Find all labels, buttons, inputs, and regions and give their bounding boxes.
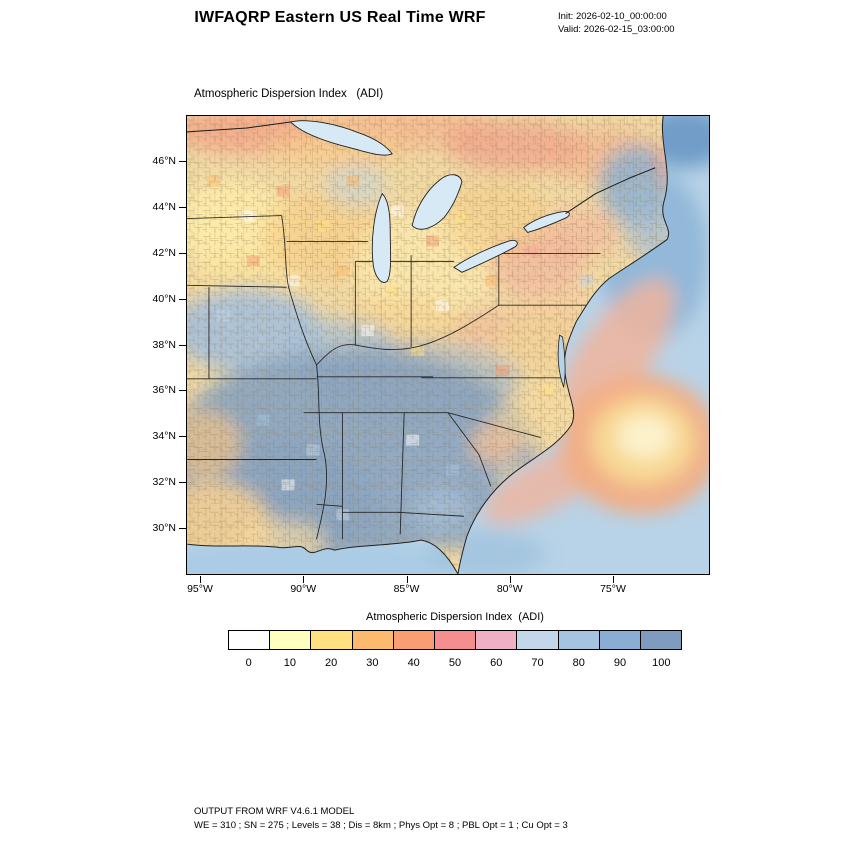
- y-axis-tick: [179, 482, 186, 484]
- colorbar-cell: [270, 630, 312, 650]
- adi-map: [187, 116, 709, 574]
- colorbar-tick-label: 90: [613, 657, 627, 669]
- x-axis-tick-label: 80°W: [496, 583, 523, 595]
- colorbar-tick-label: 70: [531, 657, 544, 669]
- y-axis-tick: [179, 344, 186, 346]
- colorbar-tick-label: 100: [652, 657, 671, 669]
- colorbar-cell: [476, 630, 518, 650]
- adi-field-ocean: [187, 116, 709, 574]
- model-footer: OUTPUT FROM WRF V4.6.1 MODEL WE = 310 ; …: [194, 805, 568, 832]
- x-axis-tick-label: 90°W: [290, 583, 317, 595]
- plot-title: Atmospheric Dispersion Index (ADI): [194, 88, 384, 100]
- y-axis-tick: [179, 206, 186, 208]
- x-axis-tick: [509, 576, 511, 583]
- y-axis-tick: [179, 252, 186, 254]
- chesapeake-bay: [557, 334, 566, 389]
- x-axis-tick: [613, 576, 614, 583]
- colorbar: [228, 630, 683, 650]
- colorbar-cell: [558, 630, 600, 650]
- y-axis-tick: [179, 298, 186, 300]
- y-axis-tick-label: 30°N: [152, 522, 176, 534]
- y-axis-tick-label: 34°N: [152, 430, 176, 443]
- colorbar-tick-label: 0: [245, 657, 252, 669]
- y-axis-tick-label: 44°N: [152, 200, 176, 213]
- international-border: [187, 121, 656, 214]
- x-axis-tick: [406, 576, 408, 583]
- y-axis-tick-label: 46°N: [152, 155, 176, 167]
- colorbar-cell: [352, 630, 394, 650]
- y-axis-tick: [179, 528, 186, 529]
- run-times: Init: 2026-02-10_00:00:00 Valid: 2026-02…: [558, 10, 675, 36]
- footer-line-2: WE = 310 ; SN = 275 ; Levels = 38 ; Dis …: [194, 819, 568, 831]
- map-plot: [186, 115, 710, 575]
- colorbar-tick-label: 10: [283, 657, 297, 669]
- colorbar-cell: [228, 630, 271, 650]
- y-axis-tick: [179, 390, 186, 392]
- state-boundaries: [187, 215, 601, 540]
- y-axis-tick-label: 38°N: [152, 338, 176, 351]
- x-axis-tick: [200, 576, 201, 583]
- colorbar-tick-label: 40: [407, 657, 420, 669]
- y-axis-tick-label: 32°N: [152, 476, 176, 489]
- great-lakes: [289, 120, 570, 283]
- x-axis-tick-label: 95°W: [187, 583, 213, 595]
- y-axis-tick-label: 42°N: [152, 246, 176, 259]
- colorbar-tick-label: 60: [490, 657, 503, 669]
- y-axis-tick-label: 36°N: [152, 384, 176, 397]
- footer-line-1: OUTPUT FROM WRF V4.6.1 MODEL: [194, 806, 355, 817]
- y-axis-tick: [179, 161, 186, 162]
- x-axis-tick-label: 85°W: [393, 583, 420, 595]
- colorbar-cell: [599, 630, 641, 650]
- colorbar-cell: [640, 630, 683, 650]
- colorbar-tick-label: 50: [448, 657, 462, 669]
- colorbar-cell: [434, 630, 477, 650]
- colorbar-tick-label: 30: [366, 657, 379, 669]
- x-axis-tick: [303, 576, 305, 583]
- init-time: Init: 2026-02-10_00:00:00: [558, 11, 667, 22]
- colorbar-cell: [517, 630, 559, 650]
- colorbar-cell: [311, 630, 353, 650]
- colorbar-tick-label: 20: [325, 657, 338, 669]
- x-axis-tick-label: 75°W: [600, 583, 626, 595]
- page-title: IWFAQRP Eastern US Real Time WRF: [194, 9, 486, 26]
- y-axis-tick: [179, 436, 186, 438]
- colorbar-labels: 0 10 20 30 40 50 60 70 80 90 100: [228, 657, 682, 669]
- colorbar-cell: [393, 630, 435, 650]
- y-axis-tick-label: 40°N: [152, 292, 176, 305]
- coastline: [187, 116, 670, 574]
- colorbar-tick-label: 80: [572, 657, 585, 669]
- colorbar-title: Atmospheric Dispersion Index (ADI): [366, 611, 544, 623]
- valid-time: Valid: 2026-02-15_03:00:00: [558, 24, 675, 35]
